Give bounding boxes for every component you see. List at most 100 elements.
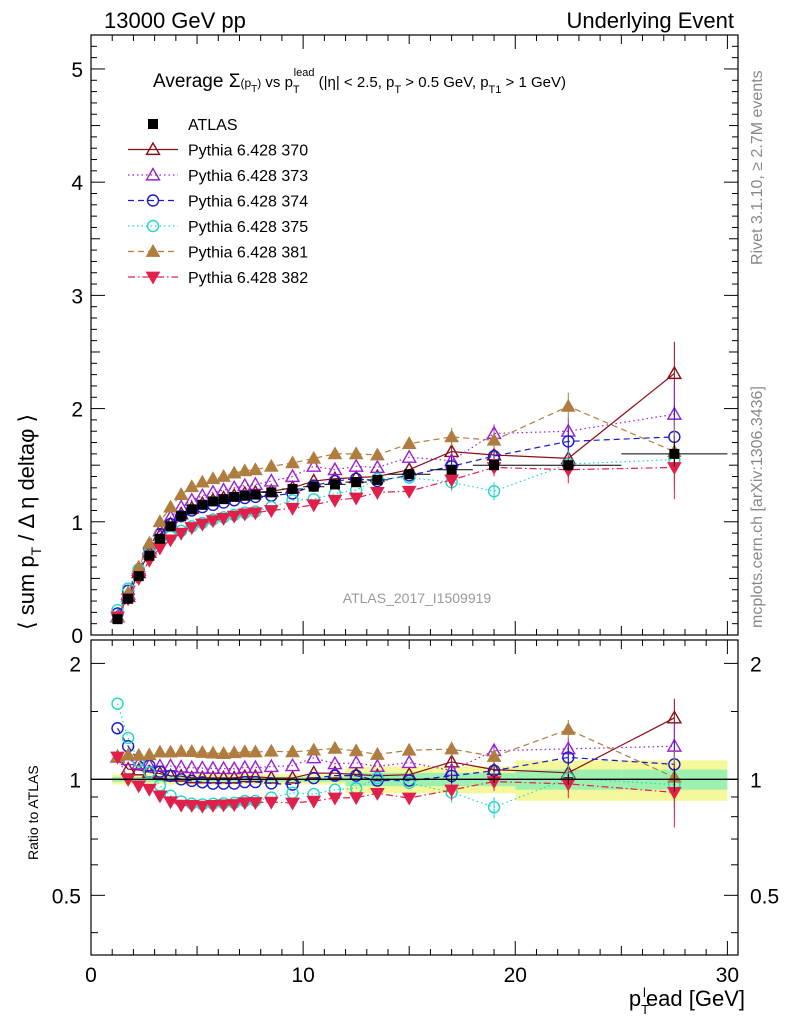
ratio-point [306,795,322,809]
y-tick-label: 4 [71,172,83,195]
ratio-point [560,722,576,735]
series-point [197,499,208,510]
series-point [237,508,253,522]
series-point [306,499,322,513]
series-point [329,479,340,490]
series-point [486,432,502,446]
ratio-point [215,760,232,775]
legend-label: Pythia 6.428 382 [188,270,308,287]
ratio-point [327,765,343,779]
legend-item: Pythia 6.428 370 [128,141,308,160]
series-point [401,449,417,463]
legend-marker [145,243,161,257]
series-point [207,496,218,507]
ratio-point [327,755,343,770]
ratio-point [237,768,253,783]
ratio-point [285,797,300,811]
series-point [372,474,383,485]
series-point [563,460,574,471]
series-point [666,365,683,380]
ratio-point [205,770,221,784]
ratio-point [205,800,221,813]
series-point [165,521,176,532]
series-point [218,494,229,505]
ratio-point [237,744,253,758]
legend-item: Pythia 6.428 381 [128,243,308,262]
series-point [141,535,157,549]
ratio-point [215,770,232,784]
series-point [216,513,231,526]
series-point [112,614,123,625]
series-point [163,499,178,513]
ratio-point [131,756,147,770]
ratio-point [248,797,263,810]
series-point [287,483,298,494]
series-point [195,518,210,532]
series-point [205,471,221,485]
ratio-point [285,744,300,758]
ratio-point [263,743,279,757]
mcplots-label: mcplots.cern.ch [arXiv:1306.3436] [749,386,766,628]
ratio-point [152,790,168,804]
x-tick-label: 10 [291,964,314,987]
legend-item: ATLAS [148,117,238,134]
series-pythia-6-428-373 [109,382,683,780]
ratio-point [226,770,242,784]
series-point [144,550,155,561]
series-point [401,485,417,499]
ratio-point [327,792,343,806]
ratio-point [402,776,416,790]
series-point [327,461,343,476]
series-point [247,476,264,491]
series-point [176,511,187,522]
series-line [116,373,675,618]
ratio-point [444,784,459,798]
series-line [116,405,675,618]
ratio-point [562,751,575,764]
legend-item: Pythia 6.428 375 [128,219,308,236]
ratio-point [226,799,242,812]
ratio-point [141,747,157,761]
chart-title: Average Σ(pT) vs pTlead (|η| < 2.5, pT >… [153,67,566,96]
ratio-point [286,786,299,800]
x-tick-label: 30 [716,964,739,987]
series-layer [109,341,728,828]
ratio-point [306,742,322,756]
ratio-point [195,745,210,758]
series-point [348,446,364,460]
x-tick-label: 20 [504,964,527,987]
analysis-watermark: ATLAS_2017_I1509919 [343,590,492,606]
ratio-point [237,797,253,811]
legend-item: Pythia 6.428 382 [128,270,308,287]
ratio-point [306,765,322,779]
ratio-point [152,765,168,780]
ratio-y-tick-label: 1 [69,769,81,792]
series-point [562,435,575,448]
series-point [239,490,250,501]
y-axis-label: ⟨ sum pT / Δ η deltaφ ⟩ [14,414,44,630]
legend-marker [146,194,160,207]
ratio-point [263,796,279,810]
series-point [154,533,165,544]
series-point [226,465,242,479]
ratio-frame [90,639,739,956]
legend-label: Pythia 6.428 374 [188,194,308,211]
ratio-point [348,743,364,757]
legend-marker [145,141,161,156]
y-tick-label: 1 [71,512,83,535]
axes-frames: 0 10 20 30 0 1 2 3 4 5 0.5 0.5 1 1 2 2 [52,34,779,987]
series-point [351,477,362,488]
series-point [237,463,253,477]
series-point [195,474,210,488]
legend-label: Pythia 6.428 381 [188,245,308,262]
ratio-point [226,760,242,775]
series-point [174,509,188,523]
series-point [216,469,231,482]
ratio-line [116,727,675,786]
x-axis-label: pTlead [GeV] [629,985,745,1017]
series-point [369,459,386,474]
series-point [284,468,301,483]
ratio-point [307,771,320,785]
y-tick-label: 3 [71,285,83,308]
